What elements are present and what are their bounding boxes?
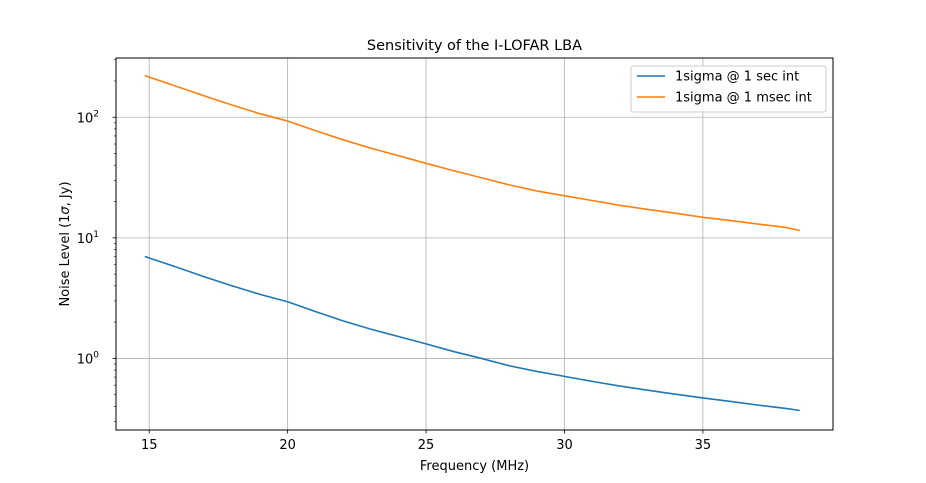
x-tick-label: 20: [279, 438, 296, 453]
y-tick-label: 102: [77, 109, 99, 126]
y-axis-label: Noise Level (1σ, Jy): [58, 181, 73, 306]
y-axis-label-prefix: Noise Level (1: [58, 215, 73, 307]
series-lines: [144, 74, 800, 412]
legend-label-1msec: 1sigma @ 1 msec int: [675, 91, 812, 106]
axis-ticks: [112, 116, 704, 434]
plot-frame: [115, 57, 834, 431]
x-axis-label: Frequency (MHz): [420, 459, 529, 474]
legend-box: [630, 65, 827, 113]
y-tick-label-exponent: 1: [93, 230, 99, 240]
chart-title: Sensitivity of the I-LOFAR LBA: [367, 38, 582, 54]
y-axis-label-sigma: σ: [58, 206, 73, 215]
x-tick-label: 15: [141, 438, 158, 453]
y-tick-label-base: 10: [77, 232, 94, 247]
y-tick-label-exponent: 2: [93, 109, 99, 119]
grid-lines: [116, 58, 833, 430]
y-tick-label-base: 10: [77, 352, 94, 367]
series-line-0: [144, 255, 800, 412]
y-tick-label: 100: [77, 350, 100, 367]
x-tick-label: 35: [695, 438, 712, 453]
y-tick-label: 101: [77, 230, 99, 247]
legend: 1sigma @ 1 sec int 1sigma @ 1 msec int: [630, 65, 827, 113]
series-line-1: [144, 74, 800, 232]
legend-label-1sec: 1sigma @ 1 sec int: [675, 70, 799, 85]
y-tick-label-base: 10: [77, 111, 94, 126]
x-tick-label: 25: [418, 438, 435, 453]
y-axis-label-suffix: , Jy): [58, 181, 73, 206]
x-tick-label: 30: [556, 438, 573, 453]
y-tick-label-exponent: 0: [93, 350, 99, 360]
